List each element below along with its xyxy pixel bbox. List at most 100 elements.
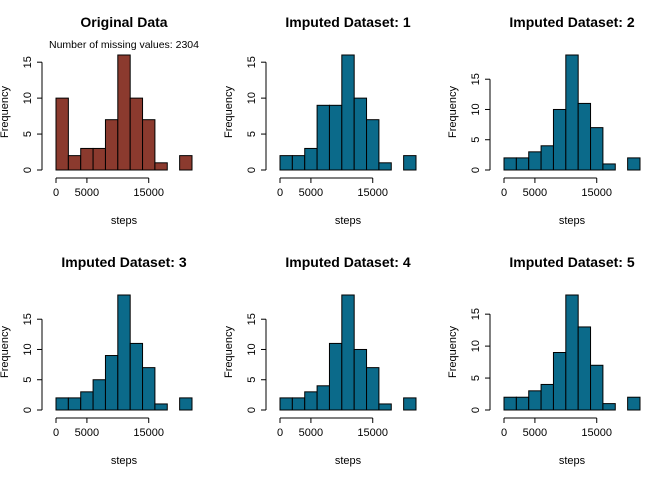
histogram-panel-5: Imputed Dataset: 4 0 5000 15000 steps 0 5 10 15 F… (223, 254, 417, 467)
histogram-bar (627, 396, 641, 411)
histogram-bar (627, 157, 641, 171)
y-tick-label: 10 (22, 343, 34, 355)
histogram-bar (528, 390, 542, 411)
histogram-bar (552, 108, 567, 171)
x-axis-label: steps (111, 215, 138, 227)
y-tick-label: 5 (246, 377, 258, 383)
histogram-bar (304, 147, 318, 171)
histogram-bar (515, 157, 530, 171)
x-tick-label: 5000 (75, 187, 99, 199)
x-tick-label: 5000 (299, 427, 323, 439)
y-tick-label: 0 (246, 167, 258, 173)
x-tick-label: 0 (501, 187, 507, 199)
y-tick-label: 0 (22, 407, 34, 413)
x-tick-label: 5000 (75, 427, 99, 439)
histogram-bar (55, 97, 69, 171)
histogram-bar (304, 391, 318, 411)
histogram-bar (154, 403, 168, 411)
histogram-bar (378, 162, 392, 171)
histogram-bar (353, 348, 368, 411)
histogram-bar (353, 97, 368, 171)
histogram-bar (67, 397, 82, 411)
histogram-bar (67, 155, 82, 171)
y-tick-label: 10 (470, 103, 482, 115)
histogram-bar (403, 155, 417, 171)
y-tick-label: 0 (470, 167, 482, 173)
histogram-bar (565, 54, 579, 171)
y-tick-label: 0 (246, 407, 258, 413)
histogram-bar (55, 397, 69, 411)
y-axis-label: Frequency (0, 326, 11, 378)
y-tick-label: 15 (22, 313, 34, 325)
histogram-bar (104, 119, 119, 171)
y-tick-label: 15 (470, 73, 482, 85)
y-tick-label: 0 (22, 167, 34, 173)
panel-title: Imputed Dataset: 3 (61, 254, 186, 270)
x-tick-label: 5000 (523, 427, 547, 439)
x-axis-label: steps (559, 455, 586, 467)
histogram-bar (577, 102, 592, 171)
histogram-bar (142, 367, 156, 411)
histogram-bar (179, 397, 193, 411)
histogram-bar (291, 397, 306, 411)
histogram-bar (129, 97, 144, 171)
histogram-bar (316, 385, 330, 411)
x-tick-label: 15000 (357, 187, 388, 199)
histogram-bar (341, 54, 355, 171)
panel-title: Imputed Dataset: 1 (285, 14, 410, 30)
histogram-bar (552, 352, 567, 411)
x-tick-label: 15000 (581, 427, 612, 439)
y-axis-label: Frequency (223, 86, 235, 138)
x-tick-label: 15000 (357, 427, 388, 439)
y-tick-label: 5 (470, 137, 482, 143)
y-tick-label: 10 (22, 92, 34, 104)
histogram-bar (92, 379, 106, 411)
y-tick-label: 5 (22, 131, 34, 137)
histogram-bar (129, 342, 144, 411)
histogram-panel-1: Original Data Number of missing values: 2… (0, 14, 199, 227)
histogram-bar (142, 119, 156, 171)
histogram-bar (378, 403, 392, 411)
x-tick-label: 15000 (581, 187, 612, 199)
histogram-bar (117, 294, 131, 411)
histogram-panel-4: Imputed Dataset: 3 0 5000 15000 steps 0 5 10 15 F… (0, 254, 193, 467)
x-axis-label: steps (559, 215, 586, 227)
histogram-bar (515, 396, 530, 411)
y-tick-label: 10 (470, 340, 482, 352)
histogram-panel-2: Imputed Dataset: 1 0 5000 15000 steps 0 5 10 15 F… (223, 14, 417, 227)
y-tick-label: 15 (246, 313, 258, 325)
x-tick-label: 0 (501, 427, 507, 439)
histogram-bar (341, 294, 355, 411)
y-tick-label: 10 (246, 92, 258, 104)
x-tick-label: 0 (53, 187, 59, 199)
panel-title: Imputed Dataset: 2 (509, 14, 634, 30)
panel-title: Original Data (80, 14, 167, 30)
x-tick-label: 0 (277, 427, 283, 439)
x-axis-label: steps (111, 455, 138, 467)
x-tick-label: 5000 (523, 187, 547, 199)
y-tick-label: 10 (246, 343, 258, 355)
histogram-bar (154, 162, 168, 171)
histogram-bar (279, 155, 293, 171)
panel-title: Imputed Dataset: 5 (509, 254, 634, 270)
histogram-bar (565, 294, 579, 411)
y-tick-label: 5 (470, 375, 482, 381)
histogram-bar (291, 155, 306, 171)
y-tick-label: 15 (246, 56, 258, 68)
y-tick-label: 5 (22, 377, 34, 383)
histogram-bar (590, 364, 604, 411)
histogram-bar (503, 396, 517, 411)
histogram-bar (92, 147, 106, 171)
histogram-panel-6: Imputed Dataset: 5 0 5000 15000 steps 0 5 10 15 F… (447, 254, 641, 467)
histogram-bar (366, 119, 380, 171)
histogram-bar (316, 104, 330, 171)
x-tick-label: 5000 (299, 187, 323, 199)
x-tick-label: 0 (277, 187, 283, 199)
histogram-bar (80, 391, 94, 411)
histogram-bar (540, 145, 554, 171)
histogram-bar (503, 157, 517, 171)
histogram-bar (577, 326, 592, 411)
x-tick-label: 15000 (133, 427, 164, 439)
histogram-bar (528, 151, 542, 171)
histogram-panel-3: Imputed Dataset: 2 0 5000 15000 steps 0 5 10 15 F… (447, 14, 641, 227)
